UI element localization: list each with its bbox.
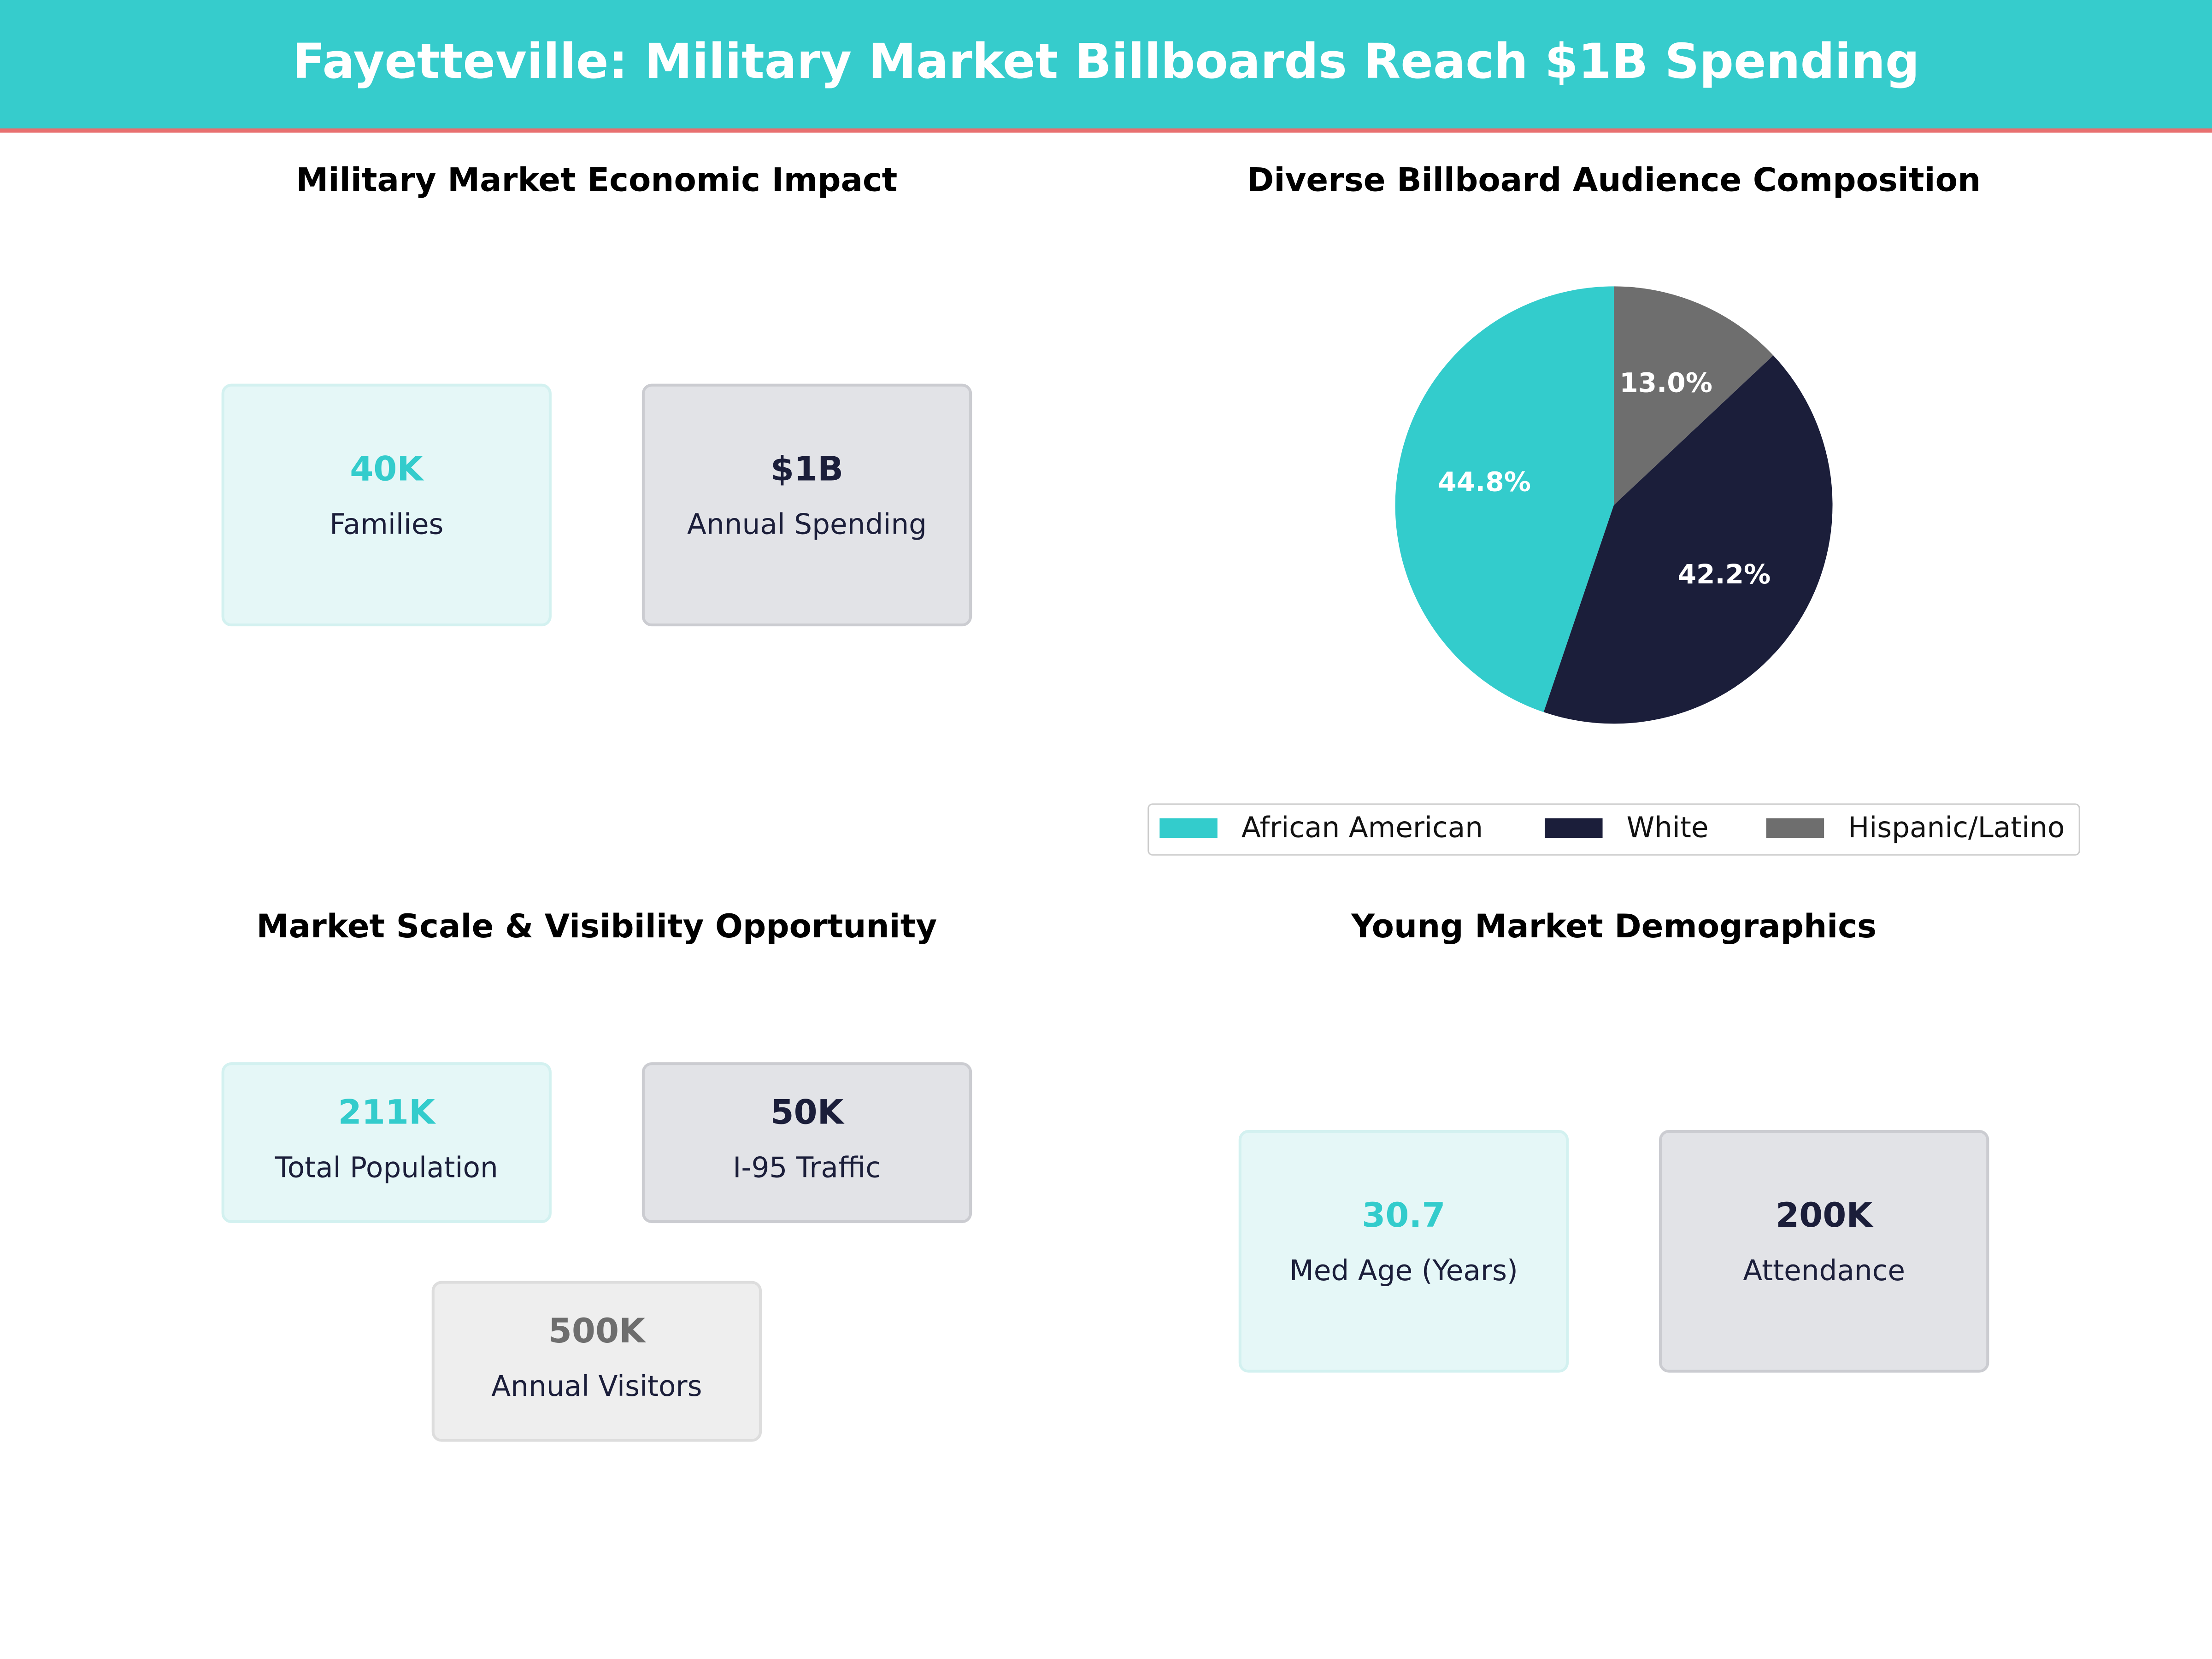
kpi-card	[641, 383, 972, 627]
kpi-label: Annual Visitors	[491, 1370, 702, 1403]
kpi-value: 500K	[548, 1312, 647, 1351]
kpi-value: 200K	[1776, 1196, 1874, 1235]
kpi-value: $1B	[771, 449, 843, 488]
kpi-card	[221, 383, 552, 627]
panel-title: Diverse Billboard Audience Composition	[1247, 161, 1981, 199]
header-rule	[0, 128, 2212, 133]
kpi-card	[221, 1062, 552, 1224]
kpi-label: Total Population	[275, 1151, 498, 1184]
legend-swatch	[1766, 818, 1824, 838]
legend-label: Hispanic/Latino	[1848, 812, 2065, 844]
kpi-label: Attendance	[1743, 1254, 1905, 1287]
kpi-card	[641, 1062, 972, 1224]
slice-label: 42.2%	[1678, 559, 1771, 590]
slice-label: 44.8%	[1438, 466, 1531, 498]
panel-title: Market Scale & Visibility Opportunity	[257, 907, 937, 945]
legend-box	[1147, 803, 2080, 856]
legend-swatch	[1159, 818, 1218, 838]
page-title: Fayetteville: Military Market Billboards…	[293, 33, 1920, 89]
kpi-card	[431, 1281, 762, 1442]
kpi-value: 30.7	[1362, 1196, 1445, 1235]
kpi-label: I-95 Traffic	[733, 1151, 881, 1184]
kpi-value: 40K	[350, 449, 424, 488]
kpi-value: 50K	[770, 1093, 845, 1132]
kpi-card	[1238, 1130, 1569, 1373]
pie-slice	[1543, 355, 1833, 724]
pie-slice	[1614, 286, 1773, 505]
legend-label: African American	[1241, 812, 1483, 844]
kpi-label: Med Age (Years)	[1289, 1254, 1518, 1287]
legend-label: White	[1627, 812, 1709, 844]
legend-swatch	[1545, 818, 1603, 838]
pie-slice	[1395, 286, 1614, 712]
slice-label: 13.0%	[1619, 367, 1712, 399]
kpi-value: 211K	[338, 1093, 436, 1132]
panel-title: Military Market Economic Impact	[296, 161, 897, 199]
kpi-label: Annual Spending	[687, 508, 927, 541]
header-bar	[0, 0, 2212, 130]
panel-title: Young Market Demographics	[1351, 907, 1877, 945]
kpi-label: Families	[329, 508, 443, 541]
kpi-card	[1659, 1130, 1989, 1373]
